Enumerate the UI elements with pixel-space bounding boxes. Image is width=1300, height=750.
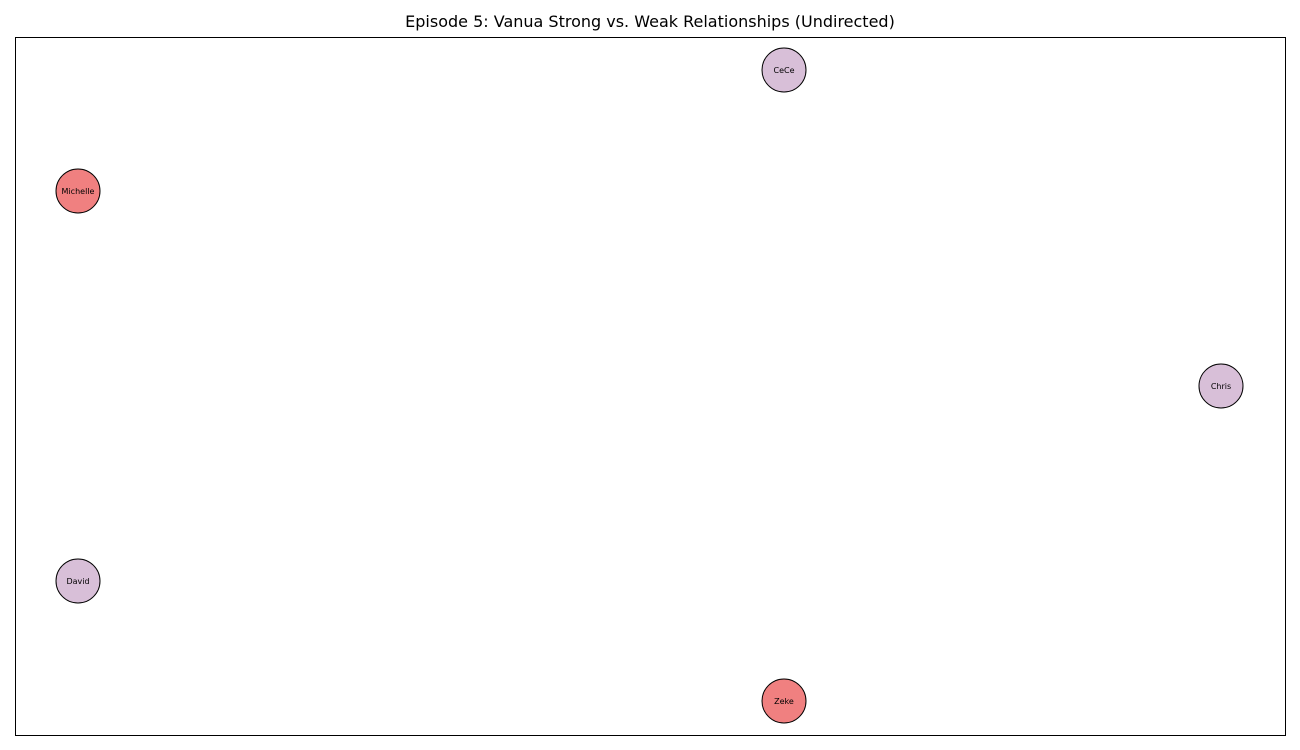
node-circle-michelle: [55, 168, 101, 214]
node-label-chris: Chris: [1211, 382, 1231, 391]
node-circle-chris: [1198, 363, 1244, 409]
node-circle-cece: [761, 47, 807, 93]
node-label-michelle: Michelle: [62, 187, 95, 196]
node-zeke: Zeke: [761, 678, 807, 724]
node-label-zeke: Zeke: [774, 697, 794, 706]
node-david: David: [55, 558, 101, 604]
nodes-layer: CeCe Michelle Chris David Zeke: [55, 47, 1244, 724]
node-circle-david: [55, 558, 101, 604]
node-chris: Chris: [1198, 363, 1244, 409]
node-michelle: Michelle: [55, 168, 101, 214]
node-circle-zeke: [761, 678, 807, 724]
plot-frame: [15, 37, 1286, 736]
node-label-cece: CeCe: [773, 66, 794, 75]
node-cece: CeCe: [761, 47, 807, 93]
figure-title: Episode 5: Vanua Strong vs. Weak Relatio…: [405, 12, 895, 31]
node-label-david: David: [66, 577, 89, 586]
